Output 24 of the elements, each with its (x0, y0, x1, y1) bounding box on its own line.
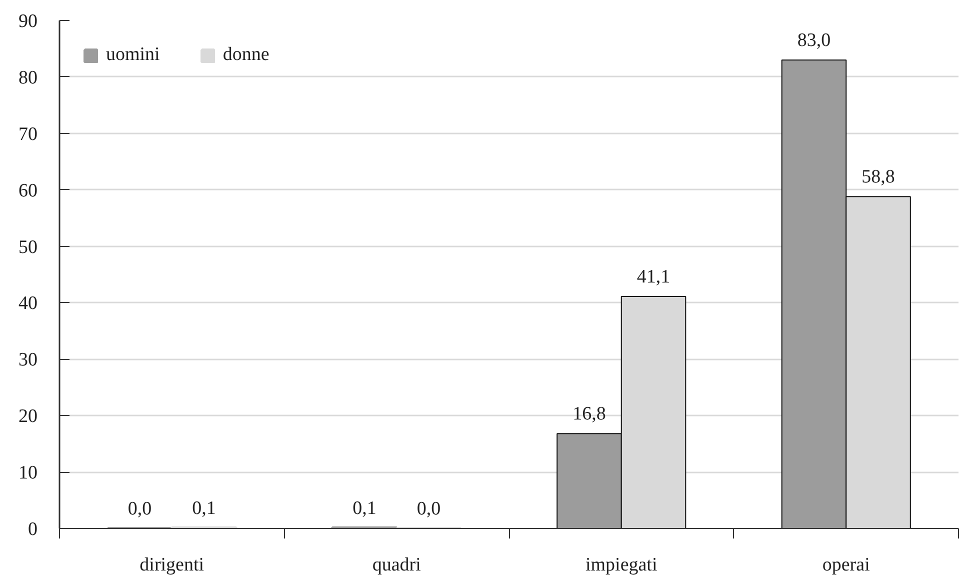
x-tick-label: operai (822, 554, 870, 576)
data-label: 16,8 (572, 404, 606, 425)
data-label: 0,1 (352, 498, 376, 519)
legend-label: donne (222, 44, 270, 66)
x-tick-label: dirigenti (140, 554, 204, 576)
y-tick-label: 80 (18, 67, 38, 88)
x-tick-label: quadri (372, 554, 421, 576)
y-tick-label: 60 (18, 180, 38, 202)
y-tick-label: 10 (18, 462, 38, 484)
y-tick-label: 70 (18, 124, 38, 145)
y-tick-label: 20 (18, 406, 38, 428)
y-tick-label: 40 (18, 293, 38, 314)
data-label: 0,1 (192, 498, 216, 519)
data-label: 58,8 (862, 166, 895, 188)
data-label: 0,0 (416, 498, 441, 520)
legend-label: uomini (106, 44, 160, 66)
data-label: 41,1 (636, 266, 670, 288)
y-tick-label: 50 (18, 236, 38, 258)
y-tick-label: 0 (28, 519, 38, 540)
y-tick-label: 90 (18, 11, 38, 32)
y-tick-label: 30 (18, 350, 38, 371)
data-label: 83,0 (797, 30, 831, 52)
x-tick-label: impiegati (585, 554, 658, 576)
data-label: 0,0 (128, 498, 152, 520)
